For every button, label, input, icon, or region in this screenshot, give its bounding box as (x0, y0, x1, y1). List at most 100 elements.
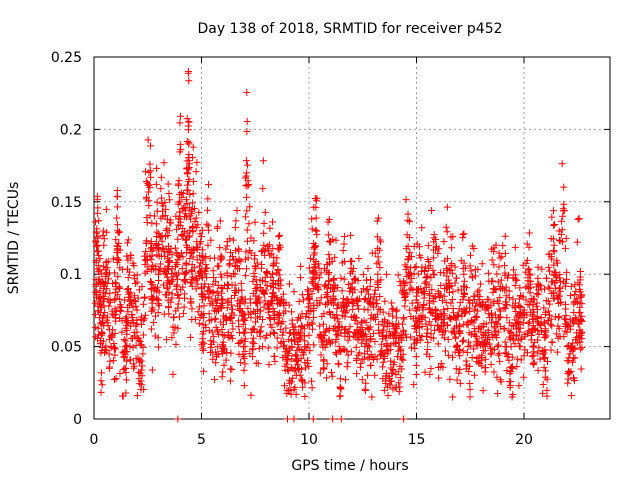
data-point (271, 292, 279, 300)
data-point (418, 224, 426, 232)
data-point (440, 292, 448, 300)
data-point (486, 340, 494, 348)
data-point (205, 310, 213, 318)
data-point (358, 288, 366, 296)
data-point (466, 296, 474, 304)
data-point (487, 360, 495, 368)
data-point (155, 265, 163, 273)
data-point (445, 313, 453, 321)
data-point (112, 345, 120, 353)
data-point (334, 360, 342, 368)
data-point (198, 267, 206, 275)
data-point (538, 327, 546, 335)
data-point (472, 302, 480, 310)
data-point (444, 351, 452, 359)
data-point (115, 284, 123, 292)
y-tick-labels: 0 0.05 0.1 0.15 0.2 0.25 (51, 50, 82, 428)
data-point (427, 321, 435, 329)
data-point (106, 289, 114, 297)
data-point (447, 299, 455, 307)
data-point (96, 300, 104, 308)
data-point (340, 240, 348, 248)
data-point (573, 295, 581, 303)
data-point (273, 254, 281, 262)
data-point (434, 313, 442, 321)
data-point (219, 368, 227, 376)
data-point (157, 260, 165, 268)
data-point (451, 279, 459, 287)
data-point (547, 346, 555, 354)
data-point (556, 278, 564, 286)
data-point (456, 365, 464, 373)
data-point (219, 338, 227, 346)
data-point (189, 245, 197, 253)
data-point (281, 362, 289, 370)
data-point (104, 257, 112, 265)
data-point (292, 371, 300, 379)
data-point (490, 261, 498, 269)
data-point (408, 274, 416, 282)
data-point (204, 222, 212, 230)
data-point (533, 313, 541, 321)
data-point (466, 385, 474, 393)
data-point (542, 332, 550, 340)
data-point (264, 242, 272, 250)
data-point (336, 392, 344, 400)
data-point (297, 354, 305, 362)
data-point (241, 360, 249, 368)
data-point (101, 346, 109, 354)
data-point (350, 264, 358, 272)
data-point (245, 220, 253, 228)
data-point (299, 383, 307, 391)
data-point (503, 314, 511, 322)
data-point (534, 366, 542, 374)
data-point (520, 373, 528, 381)
data-point (198, 226, 206, 234)
data-point (526, 284, 534, 292)
data-point (493, 334, 501, 342)
data-point (192, 168, 200, 176)
data-point (93, 265, 101, 273)
data-point (437, 291, 445, 299)
data-point (114, 256, 122, 264)
data-point (344, 280, 352, 288)
data-point (240, 382, 248, 390)
data-point (366, 323, 374, 331)
data-point (483, 295, 491, 303)
y-tick-label: 0.05 (51, 340, 82, 356)
data-point (301, 379, 309, 387)
data-point (269, 276, 277, 284)
data-point (535, 344, 543, 352)
data-point (114, 203, 122, 211)
data-point (513, 355, 521, 363)
data-point (220, 344, 228, 352)
data-point (234, 302, 242, 310)
data-point (223, 349, 231, 357)
data-point (576, 326, 584, 334)
data-point (333, 305, 341, 313)
y-tick-label: 0.2 (60, 122, 82, 138)
x-tick-label: 10 (300, 432, 318, 448)
data-point (470, 327, 478, 335)
data-point (189, 228, 197, 236)
data-point (549, 290, 557, 298)
data-point (516, 343, 524, 351)
data-point (165, 310, 173, 318)
data-point (174, 290, 182, 298)
data-point (115, 239, 123, 247)
data-point (379, 308, 387, 316)
data-point (145, 202, 153, 210)
data-point (306, 254, 314, 262)
data-point (167, 245, 175, 253)
data-point (445, 276, 453, 284)
data-point (552, 330, 560, 338)
data-point (499, 242, 507, 250)
data-point (108, 331, 116, 339)
data-point (154, 309, 162, 317)
data-point (247, 309, 255, 317)
data-point (209, 288, 217, 296)
data-point (303, 309, 311, 317)
data-point (316, 322, 324, 330)
data-point (380, 386, 388, 394)
data-point (375, 305, 383, 313)
